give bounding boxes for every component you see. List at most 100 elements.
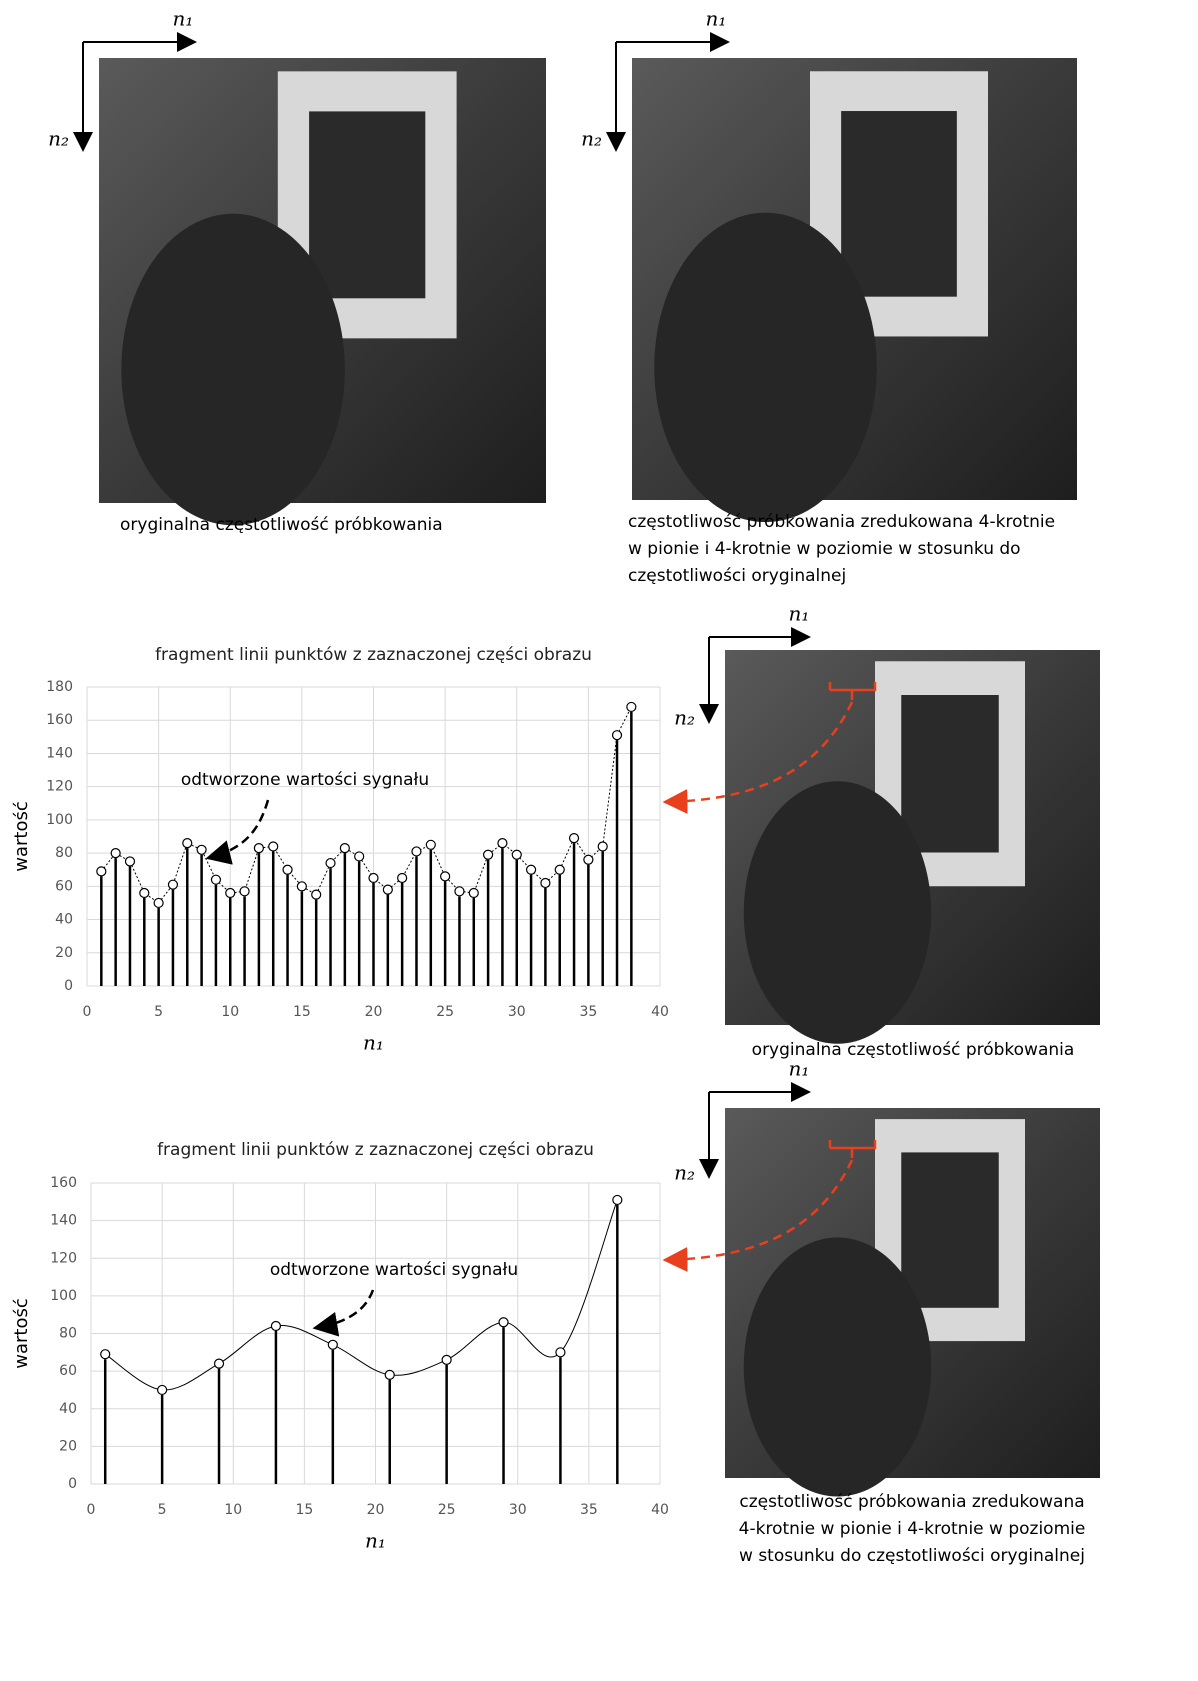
x-tick-label: 30 [508,1004,526,1020]
y-tick-label: 120 [46,779,73,795]
x-axis-label: n₁ [363,1031,384,1055]
x-tick-label: 40 [651,1004,669,1020]
x-axis-label: n₁ [365,1529,386,1553]
caption: częstotliwości oryginalnej [628,566,846,586]
sample-point [254,844,263,853]
signal-line [101,707,631,903]
x-tick-label: 20 [365,1004,383,1020]
sample-point [226,888,235,897]
caption: w pionie i 4-krotnie w poziomie w stosun… [628,539,1021,559]
chart-title: fragment linii punktów z zaznaczonej czę… [157,1140,594,1160]
y-tick-label: 120 [50,1250,77,1266]
y-tick-label: 60 [55,878,73,894]
y-tick-label: 20 [59,1438,77,1454]
sample-point [498,839,507,848]
sample-point [97,867,106,876]
sample-point [158,1385,167,1394]
y-tick-label: 140 [46,745,73,761]
figure-silhouette [654,213,877,522]
sample-point [312,890,321,899]
axis-label: n₁ [706,7,727,31]
x-tick-label: 35 [580,1502,598,1518]
y-tick-label: 180 [46,679,73,695]
caption: częstotliwość próbkowania zredukowana 4-… [628,512,1055,532]
axis-label: n₂ [581,127,602,151]
sample-point [326,859,335,868]
sample-point [441,872,450,881]
mirror-glass [901,695,999,853]
sample-point [598,842,607,851]
y-tick-label: 40 [55,912,73,928]
mirror-glass [841,111,957,297]
axis-label: n₂ [674,706,695,730]
x-tick-label: 5 [158,1502,167,1518]
annotation: odtworzone wartości sygnału [181,770,429,790]
sample-point [385,1370,394,1379]
sample-point [412,847,421,856]
sample-point [442,1355,451,1364]
sample-point [240,887,249,896]
x-tick-label: 0 [83,1004,92,1020]
sample-point [541,879,550,888]
sample-point [183,839,192,848]
caption: oryginalna częstotliwość próbkowania [120,515,443,535]
y-tick-label: 80 [55,845,73,861]
sample-point [111,849,120,858]
chart-title: fragment linii punktów z zaznaczonej czę… [155,645,592,665]
sample-point [555,865,564,874]
axis-label: n₁ [173,7,194,31]
y-tick-label: 20 [55,945,73,961]
axis-label: n₂ [674,1161,695,1185]
y-tick-label: 40 [59,1401,77,1417]
y-tick-label: 100 [50,1288,77,1304]
sample-point [484,850,493,859]
y-tick-label: 160 [46,712,73,728]
sample-point [140,888,149,897]
axis-label: n₁ [789,602,810,626]
caption: w stosunku do częstotliwości oryginalnej [739,1546,1085,1566]
y-tick-label: 80 [59,1326,77,1342]
figure-silhouette [121,214,345,526]
sample-point [168,880,177,889]
y-tick-label: 60 [59,1363,77,1379]
x-tick-label: 0 [87,1502,96,1518]
x-tick-label: 15 [293,1004,311,1020]
annotation: odtworzone wartości sygnału [270,1260,518,1280]
axis-label: n₂ [48,127,69,151]
sample-point [283,865,292,874]
signal-line [105,1200,617,1390]
body: n₁ n₂ oryginalna częstotliwość próbkowania… [0,0,1198,1681]
sample-point [512,850,521,859]
sample-point [154,898,163,907]
sample-point [340,844,349,853]
x-tick-label: 30 [509,1502,527,1518]
sample-point [570,834,579,843]
mirror-glass [901,1152,999,1307]
x-tick-label: 15 [295,1502,313,1518]
sample-point [271,1321,280,1330]
mirror-glass [309,111,425,298]
sample-point [556,1348,565,1357]
sample-point [527,865,536,874]
sample-point [398,874,407,883]
sample-point [584,855,593,864]
sample-point [613,1195,622,1204]
x-tick-label: 10 [224,1502,242,1518]
y-tick-label: 0 [64,978,73,994]
y-tick-label: 140 [50,1213,77,1229]
sample-point [499,1318,508,1327]
sample-point [101,1350,110,1359]
sample-point [355,852,364,861]
x-tick-label: 10 [221,1004,239,1020]
sample-point [455,887,464,896]
sample-point [297,882,306,891]
y-tick-label: 160 [50,1175,77,1191]
y-tick-label: 0 [68,1476,77,1492]
x-tick-label: 25 [436,1004,454,1020]
x-tick-label: 5 [154,1004,163,1020]
sample-point [469,888,478,897]
y-tick-label: 100 [46,812,73,828]
sample-point [215,1359,224,1368]
sample-point [197,845,206,854]
sample-point [269,842,278,851]
